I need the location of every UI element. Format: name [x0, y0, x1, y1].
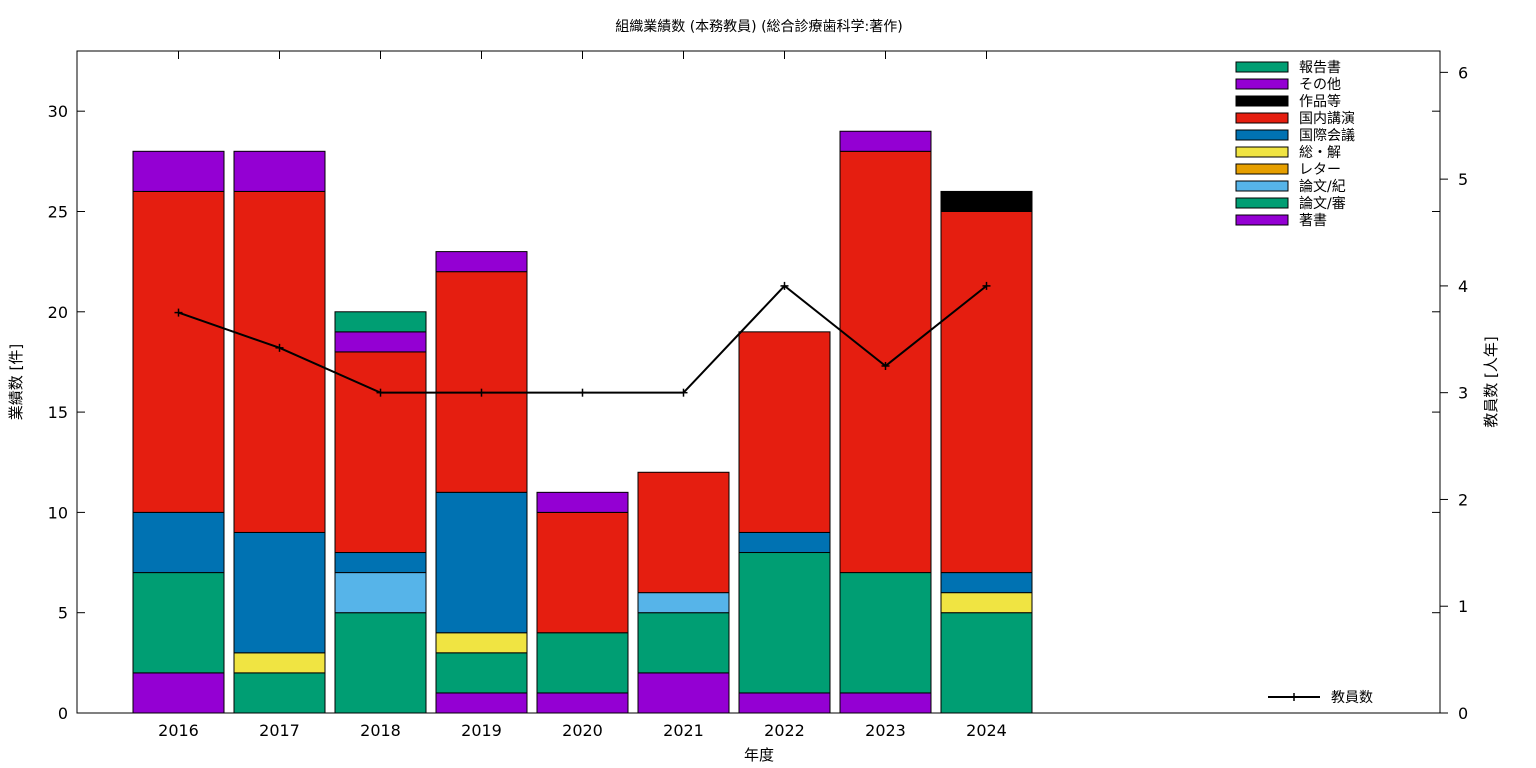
bar-segment [839, 692, 932, 714]
y2-tick-label: 2 [1458, 490, 1468, 509]
bar-segment [637, 592, 730, 614]
bar-segment [839, 130, 932, 152]
legend-swatch [1235, 129, 1289, 141]
x-tick-label: 2018 [360, 721, 401, 740]
y-tick-label: 20 [48, 303, 68, 322]
y-tick-label: 15 [48, 403, 68, 422]
legend-swatch [1235, 61, 1289, 73]
y-tick-label: 5 [58, 604, 68, 623]
bar-segment [637, 612, 730, 674]
y-tick-label: 10 [48, 503, 68, 522]
legend-swatch [1235, 112, 1289, 124]
bar-segment [536, 632, 629, 694]
bar-segment [435, 632, 528, 654]
legend-swatch [1235, 163, 1289, 175]
legend-label: 国際会議 [1299, 127, 1355, 144]
bar-segment [839, 150, 932, 574]
y-tick-label: 25 [48, 202, 68, 221]
x-tick-label: 2024 [966, 721, 1007, 740]
bar-segment [536, 511, 629, 634]
legend-label: その他 [1299, 77, 1341, 93]
bar-segment [435, 271, 528, 493]
bar-segment [233, 652, 326, 674]
chart-title: 組織業績数 (本務教員) (総合診療歯科学:著作) [615, 18, 902, 35]
y-axis-label: 業績数 [件] [7, 344, 25, 420]
bar-segment [233, 531, 326, 654]
legend-label: 総・解 [1299, 145, 1341, 161]
bar-segment [334, 331, 427, 353]
bar-segment [738, 331, 831, 533]
bar-segment [435, 491, 528, 634]
legend-label: 論文/審 [1299, 196, 1346, 212]
legend-swatch [1235, 78, 1289, 90]
bar-segment [334, 612, 427, 714]
x-tick-label: 2023 [865, 721, 906, 740]
legend-swatch [1235, 180, 1289, 192]
y-tick-label: 0 [58, 704, 68, 723]
legend-swatch [1235, 197, 1289, 209]
x-tick-label: 2017 [259, 721, 300, 740]
bar-segment [435, 251, 528, 273]
bar-segment [132, 190, 225, 513]
x-tick-label: 2019 [461, 721, 502, 740]
plot-area: 0 5 10 15 20 25 30 0 1 2 3 4 5 6 2016 2017 2018 2019 2020 2… [48, 50, 1468, 740]
bar-segment [738, 692, 831, 714]
legend-swatch [1235, 95, 1289, 107]
legend-swatch [1235, 146, 1289, 158]
y2-tick-label: 4 [1458, 277, 1468, 296]
legend-label: 国内講演 [1299, 111, 1355, 127]
bar-segment [132, 150, 225, 192]
x-tick-label: 2022 [764, 721, 805, 740]
bar-segment [233, 150, 326, 192]
bar-segment [132, 572, 225, 674]
bar-segment [940, 190, 1033, 212]
bar-segment [839, 572, 932, 694]
bar-segment [637, 672, 730, 714]
bar-segment [940, 612, 1033, 714]
bar-segment [132, 511, 225, 574]
legend-label-line: 教員数 [1331, 690, 1373, 706]
x-tick-label: 2021 [663, 721, 704, 740]
legend-swatch [1235, 214, 1289, 226]
legend-label: 報告書 [1299, 60, 1341, 76]
y2-tick-label: 1 [1458, 597, 1468, 616]
bar-segment [940, 210, 1033, 574]
bar-segment [334, 552, 427, 574]
y2-axis-label: 教員数 [人年] [1482, 336, 1500, 427]
legend-label: レター [1299, 162, 1341, 178]
legend-label: 著書 [1299, 213, 1327, 229]
x-axis-label: 年度 [744, 746, 774, 764]
bar-segment [435, 652, 528, 694]
legend-label: 作品等 [1299, 93, 1341, 110]
bar-segment [536, 692, 629, 714]
bar-segment [435, 692, 528, 714]
bar-segment [334, 351, 427, 554]
bar-segment [536, 491, 629, 513]
bar-segment [940, 572, 1033, 594]
x-tick-label: 2016 [158, 721, 199, 740]
bar-segment [738, 552, 831, 694]
bar-segment [334, 311, 427, 333]
bar-segment [233, 672, 326, 714]
y-tick-label: 30 [48, 102, 68, 121]
bar-segment [637, 471, 730, 594]
y2-tick-label: 5 [1458, 170, 1468, 189]
x-tick-label: 2020 [562, 721, 603, 740]
legend-label: 論文/紀 [1299, 179, 1346, 195]
y2-tick-label: 3 [1458, 384, 1468, 403]
bar-segment [132, 672, 225, 714]
bar-segment [940, 592, 1033, 614]
bar-segment [738, 531, 831, 554]
y2-tick-label: 6 [1458, 63, 1468, 82]
y2-tick-label: 0 [1458, 704, 1468, 723]
bar-segment [334, 572, 427, 614]
